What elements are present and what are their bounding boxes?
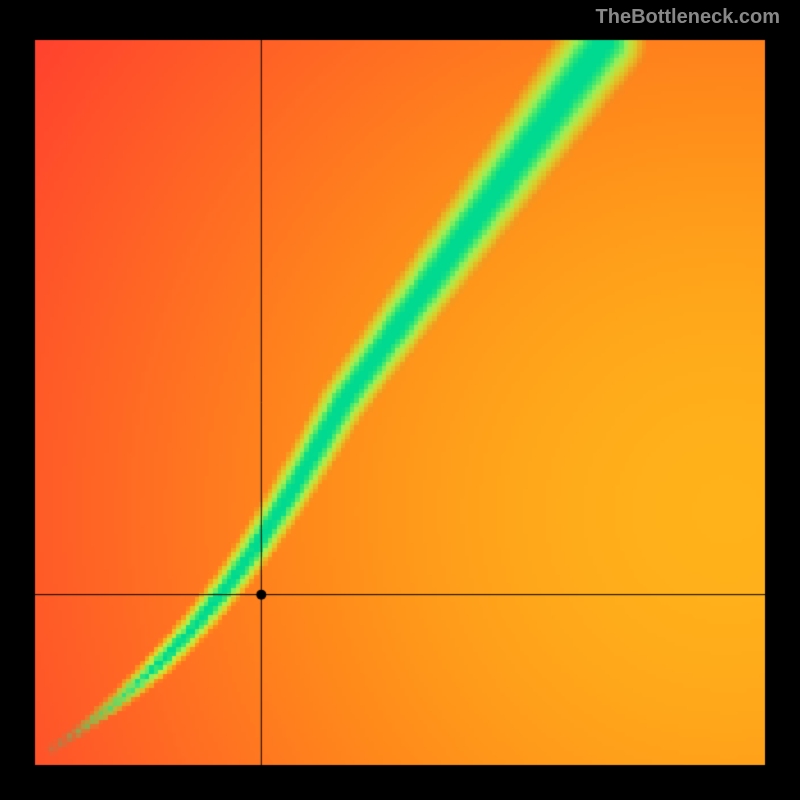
heatmap-canvas [0, 0, 800, 800]
watermark-text: TheBottleneck.com [596, 6, 780, 29]
chart-container: TheBottleneck.com [0, 0, 800, 800]
